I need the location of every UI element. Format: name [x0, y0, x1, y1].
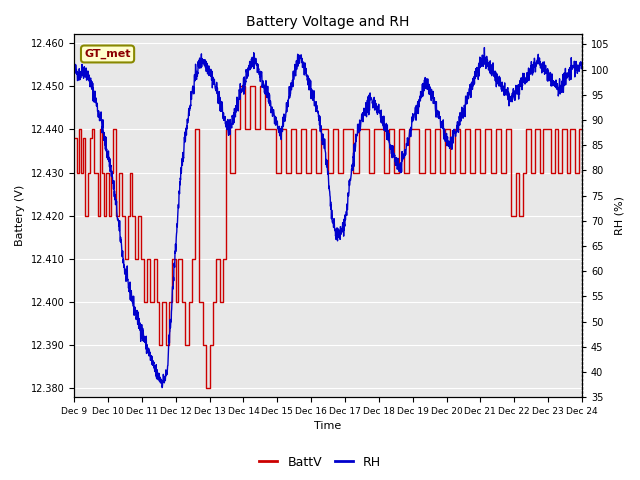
Legend: BattV, RH: BattV, RH — [253, 451, 387, 474]
Y-axis label: RH (%): RH (%) — [615, 196, 625, 235]
Text: GT_met: GT_met — [84, 49, 131, 59]
Y-axis label: Battery (V): Battery (V) — [15, 185, 25, 246]
X-axis label: Time: Time — [314, 421, 342, 432]
Title: Battery Voltage and RH: Battery Voltage and RH — [246, 15, 410, 29]
